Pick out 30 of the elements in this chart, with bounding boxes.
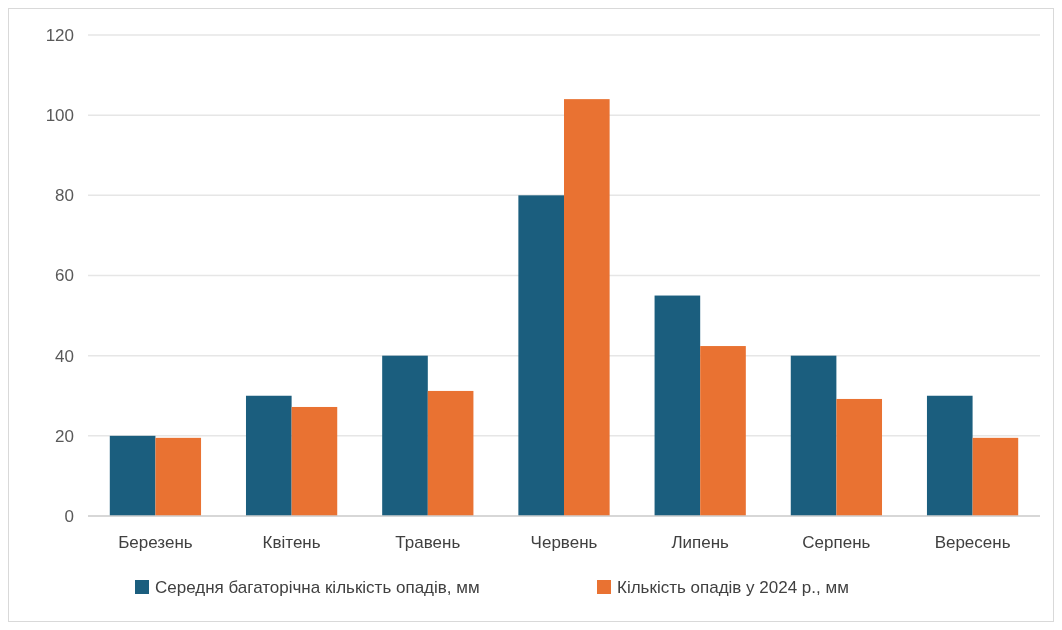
legend-label: Кількість опадів у 2024 р., мм [617, 577, 849, 597]
y-tick-label: 40 [55, 346, 74, 366]
bar [518, 195, 564, 516]
bar [427, 390, 474, 516]
legend-label: Середня багаторічна кількість опадів, мм [155, 577, 480, 597]
bar [291, 406, 338, 516]
bar [155, 437, 202, 516]
x-tick-label: Березень [118, 533, 193, 552]
y-tick-label: 20 [55, 426, 74, 446]
bar [109, 435, 156, 516]
x-tick-label: Квітень [262, 533, 321, 552]
y-tick-label: 60 [55, 266, 74, 286]
bar [564, 99, 610, 516]
x-tick-label: Травень [395, 533, 461, 552]
bar [836, 398, 883, 516]
bar [700, 346, 746, 516]
bar [926, 395, 973, 516]
bar [790, 355, 837, 516]
bar [654, 295, 701, 516]
bar [972, 437, 1019, 516]
y-tick-label: 80 [55, 186, 74, 206]
bar [245, 395, 292, 516]
y-tick-label: 0 [64, 506, 74, 526]
x-tick-label: Вересень [934, 533, 1011, 552]
x-tick-label: Червень [530, 533, 598, 552]
x-tick-label: Липень [671, 533, 730, 552]
x-tick-label: Серпень [802, 533, 871, 552]
y-tick-label: 120 [45, 25, 74, 45]
y-tick-label: 100 [45, 106, 74, 126]
bar [382, 355, 428, 516]
